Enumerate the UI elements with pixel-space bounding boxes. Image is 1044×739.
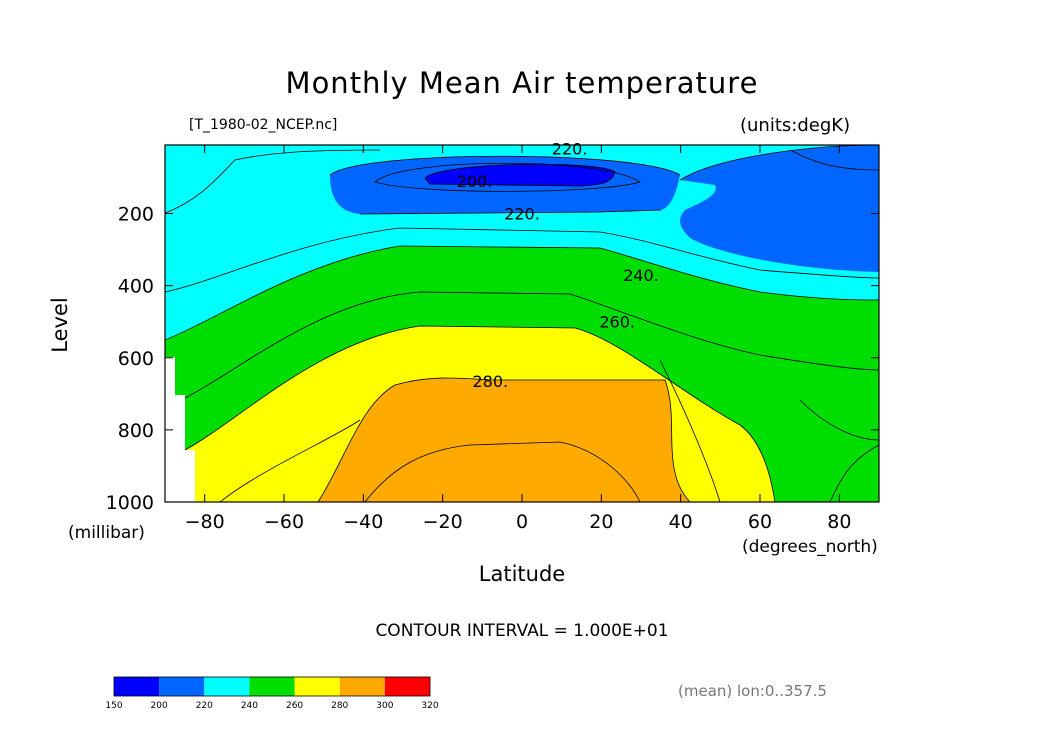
- chart-title: Monthly Mean Air temperature: [285, 66, 759, 100]
- contour-line-9: [219, 419, 361, 503]
- y-axis: 200 400 600 800 1000: [106, 204, 879, 514]
- x-axis: −80 −60 −40 −20 0 20 40 60 80: [185, 145, 851, 533]
- colorbar-swatch-0: [114, 677, 160, 696]
- contour-line-6: [164, 245, 880, 341]
- colorbar-swatch-4: [294, 677, 340, 696]
- y-tick-label-4: 1000: [106, 492, 154, 514]
- contour-label-5: 280.: [472, 372, 508, 391]
- contour-label-0: 220.: [552, 140, 588, 159]
- contour-line-0: [329, 155, 681, 176]
- y-tick-label-1: 400: [118, 276, 154, 298]
- contour-label-2: 220.: [504, 205, 540, 224]
- colorbar-swatch-6: [384, 677, 430, 696]
- x-tick-label-3: −20: [423, 511, 463, 533]
- contour-label-3: 240.: [623, 266, 659, 285]
- colorbar-label-5: 280: [331, 701, 348, 711]
- contour-label-4: 260.: [599, 313, 635, 332]
- contour-line-5: [164, 227, 880, 293]
- y-tick-label-2: 600: [118, 348, 154, 370]
- y-axis-unit: (millibar): [68, 523, 145, 543]
- contour-line-8: [184, 325, 776, 503]
- colorbar-label-3: 240: [241, 701, 258, 711]
- x-axis-unit: (degrees_north): [742, 537, 878, 557]
- colorbar: 150 200 220 240 260 280 300 320: [105, 676, 439, 711]
- contour-fill-band-280-300: [318, 377, 690, 502]
- colorbar-label-2: 220: [196, 701, 213, 711]
- colorbar-swatch-5: [339, 677, 385, 696]
- contour-line-12: [659, 359, 721, 503]
- x-tick-label-7: 60: [748, 511, 772, 533]
- colorbar-label-6: 300: [376, 701, 393, 711]
- contour-line-16: [789, 149, 880, 171]
- contour-interval-label: CONTOUR INTERVAL = 1.000E+01: [375, 621, 669, 641]
- colorbar-swatch-3: [249, 677, 295, 696]
- x-tick-label-5: 20: [589, 511, 613, 533]
- x-tick-label-0: −80: [185, 511, 225, 533]
- x-tick-label-6: 40: [669, 511, 693, 533]
- colorbar-swatch-1: [159, 677, 205, 696]
- colorbar-frame: [113, 676, 431, 697]
- contour-line-4: [164, 149, 381, 214]
- x-tick-label-1: −60: [264, 511, 304, 533]
- x-tick-label-4: 0: [516, 511, 528, 533]
- contour-line-2: [424, 163, 616, 187]
- dataset-label: [T_1980-02_NCEP.nc]: [189, 117, 338, 133]
- colorbar-swatch-2: [204, 677, 250, 696]
- contour-fill-band-200-210: [425, 164, 615, 186]
- y-axis-label: Level: [48, 297, 72, 353]
- colorbar-label-7: 320: [421, 701, 438, 711]
- x-tick-label-2: −40: [343, 511, 383, 533]
- contour-labels: 220. 200. 220. 240. 260. 280.: [457, 140, 659, 392]
- mean-note: (mean) lon:0..357.5: [678, 682, 827, 700]
- y-tick-label-3: 800: [118, 420, 154, 442]
- contour-fills: [165, 145, 879, 502]
- contour-line-7: [184, 291, 880, 399]
- contour-line-14: [829, 444, 880, 503]
- y-tick-label-0: 200: [118, 204, 154, 226]
- contour-line-1: [359, 209, 662, 215]
- contour-line-13: [799, 399, 880, 441]
- contour-fill-missing-data-edge: [165, 357, 195, 502]
- contour-fill-band-210-220-east: [679, 145, 879, 272]
- units-label: (units:degK): [740, 115, 851, 136]
- contour-line-11: [364, 441, 641, 503]
- colorbar-label-0: 150: [105, 701, 122, 711]
- x-tick-label-8: 80: [827, 511, 851, 533]
- contour-line-10: [317, 377, 691, 503]
- x-axis-label: Latitude: [478, 562, 566, 586]
- colorbar-label-4: 260: [286, 701, 303, 711]
- contour-line-3: [374, 162, 641, 192]
- contour-label-1: 200.: [457, 172, 493, 191]
- colorbar-label-1: 200: [151, 701, 168, 711]
